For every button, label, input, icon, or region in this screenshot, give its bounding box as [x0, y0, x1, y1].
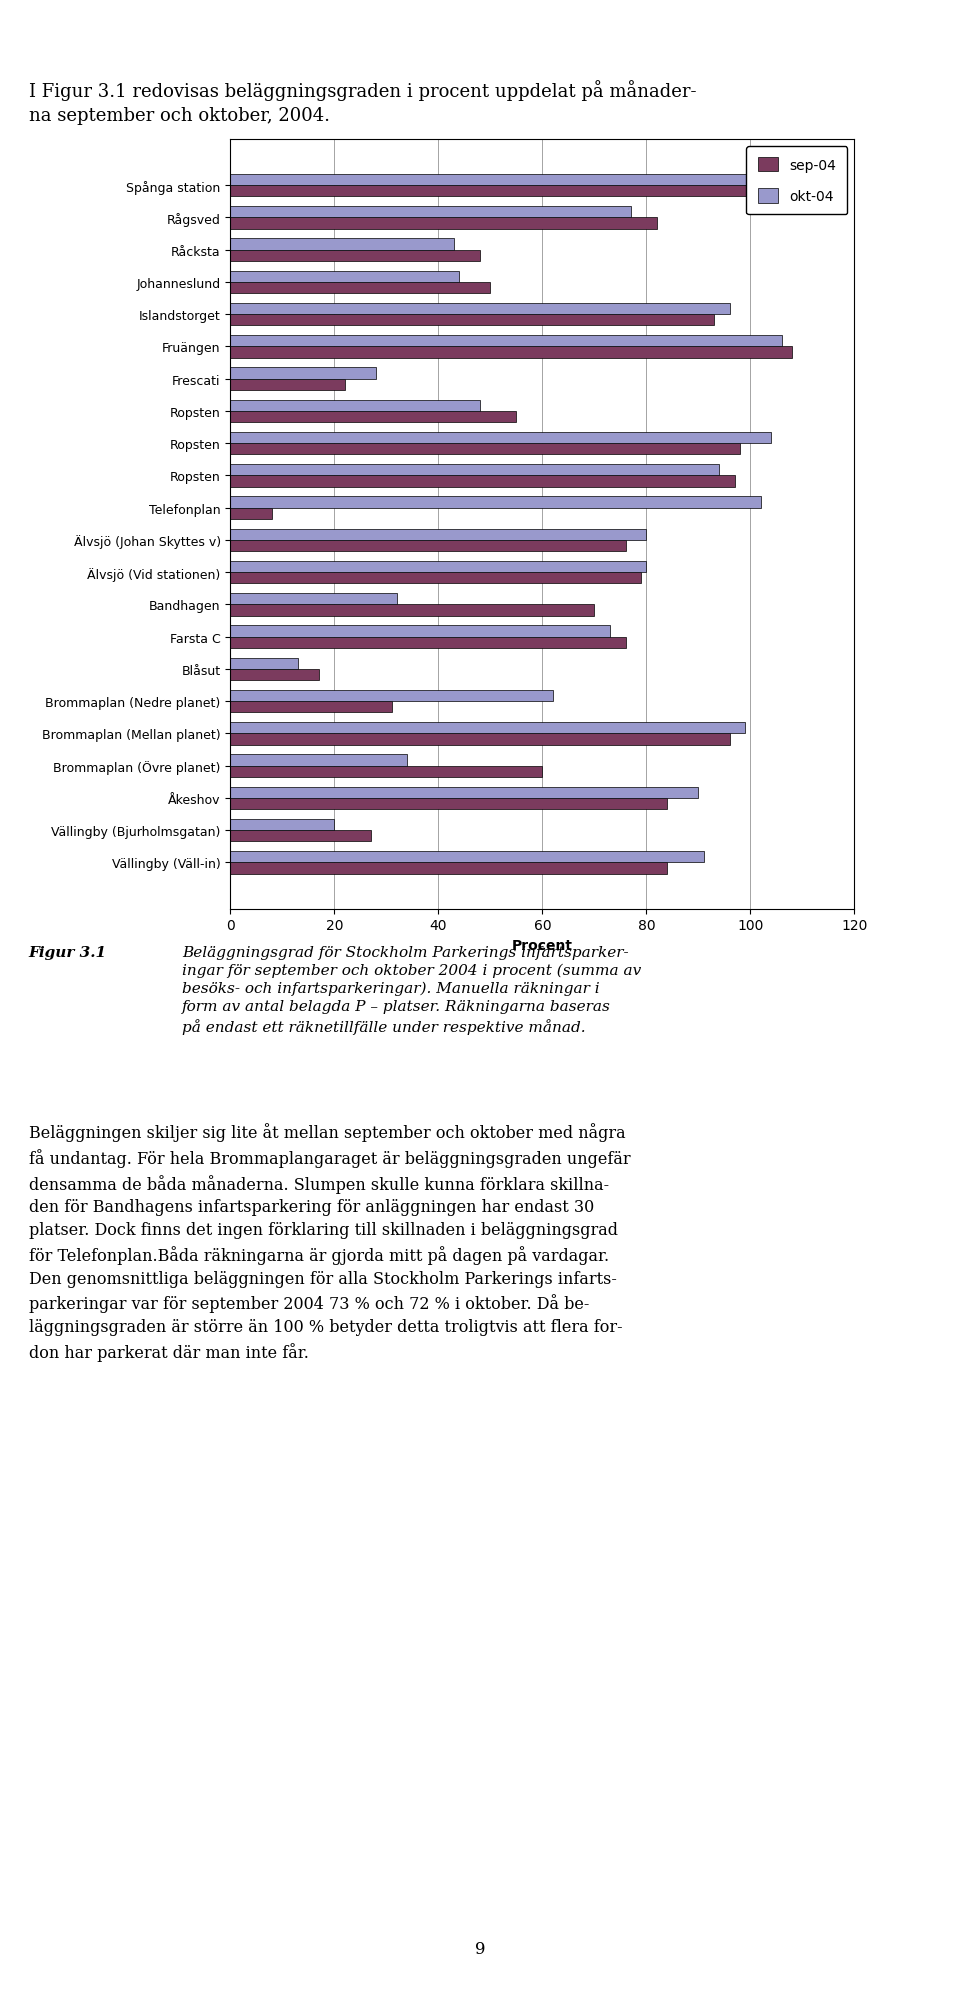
- Bar: [230, 412, 516, 424]
- Bar: [230, 723, 745, 733]
- Bar: [230, 799, 667, 809]
- Bar: [230, 208, 631, 218]
- Legend: sep-04, okt-04: sep-04, okt-04: [747, 146, 848, 216]
- Bar: [230, 657, 298, 669]
- Bar: [230, 669, 319, 681]
- Bar: [230, 733, 730, 745]
- Bar: [230, 272, 459, 284]
- Bar: [230, 691, 553, 701]
- Bar: [230, 336, 781, 348]
- Text: Figur 3.1: Figur 3.1: [29, 945, 107, 959]
- Bar: [230, 701, 392, 713]
- Bar: [230, 831, 371, 841]
- Bar: [230, 476, 734, 488]
- Text: 9: 9: [475, 1940, 485, 1956]
- Bar: [230, 400, 480, 412]
- Bar: [230, 851, 704, 863]
- Bar: [230, 304, 730, 316]
- Bar: [230, 637, 626, 649]
- Bar: [230, 819, 334, 831]
- Bar: [230, 593, 396, 605]
- Bar: [230, 444, 740, 456]
- Bar: [230, 368, 376, 380]
- Text: Beläggningen skiljer sig lite åt mellan september och oktober med några
få undan: Beläggningen skiljer sig lite åt mellan …: [29, 1123, 631, 1361]
- Bar: [230, 466, 719, 476]
- Bar: [230, 625, 610, 637]
- Bar: [230, 573, 641, 583]
- X-axis label: Procent: Procent: [512, 939, 573, 953]
- Bar: [230, 186, 803, 198]
- Bar: [230, 787, 698, 799]
- Text: I Figur 3.1 redovisas beläggningsgraden i procent uppdelat på månader-
na septem: I Figur 3.1 redovisas beläggningsgraden …: [29, 80, 696, 124]
- Bar: [230, 755, 407, 765]
- Text: Beläggningsgrad för Stockholm Parkerings infartsparker-
ingar för september och : Beläggningsgrad för Stockholm Parkerings…: [182, 945, 641, 1035]
- Bar: [230, 174, 792, 186]
- Bar: [230, 541, 626, 551]
- Bar: [230, 218, 657, 230]
- Bar: [230, 434, 771, 444]
- Bar: [230, 240, 454, 250]
- Bar: [230, 561, 646, 573]
- Bar: [230, 250, 480, 262]
- Bar: [230, 507, 272, 519]
- Bar: [230, 765, 542, 777]
- Bar: [230, 498, 760, 507]
- Bar: [230, 605, 594, 615]
- Bar: [230, 380, 345, 392]
- Bar: [230, 316, 714, 326]
- Bar: [230, 529, 646, 541]
- Bar: [230, 863, 667, 873]
- Bar: [230, 284, 491, 294]
- Bar: [230, 348, 792, 358]
